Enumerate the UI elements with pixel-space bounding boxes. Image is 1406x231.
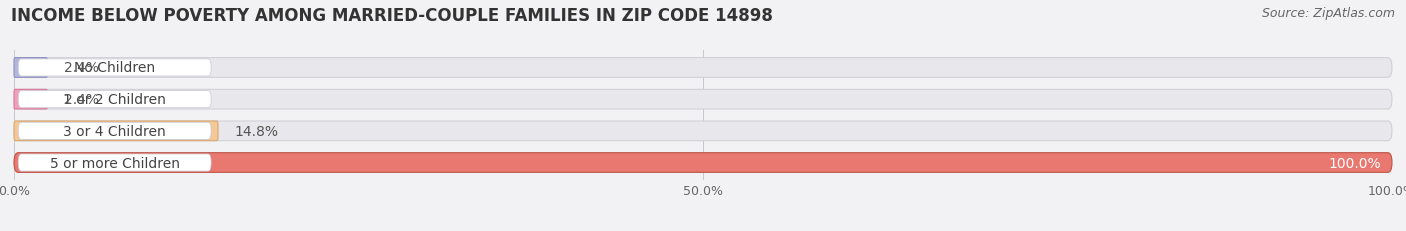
- FancyBboxPatch shape: [14, 122, 1392, 141]
- Text: 14.8%: 14.8%: [235, 124, 278, 138]
- FancyBboxPatch shape: [18, 154, 211, 171]
- Text: 5 or more Children: 5 or more Children: [49, 156, 180, 170]
- Text: No Children: No Children: [75, 61, 155, 75]
- FancyBboxPatch shape: [14, 153, 1392, 173]
- FancyBboxPatch shape: [18, 123, 211, 140]
- FancyBboxPatch shape: [14, 90, 48, 109]
- FancyBboxPatch shape: [14, 58, 1392, 78]
- Text: 100.0%: 100.0%: [1329, 156, 1381, 170]
- FancyBboxPatch shape: [14, 122, 218, 141]
- Text: Source: ZipAtlas.com: Source: ZipAtlas.com: [1261, 7, 1395, 20]
- FancyBboxPatch shape: [14, 153, 1392, 173]
- Text: 3 or 4 Children: 3 or 4 Children: [63, 124, 166, 138]
- FancyBboxPatch shape: [18, 60, 211, 77]
- Text: 2.4%: 2.4%: [63, 61, 98, 75]
- Text: 1 or 2 Children: 1 or 2 Children: [63, 93, 166, 107]
- Text: 2.4%: 2.4%: [63, 93, 98, 107]
- Text: INCOME BELOW POVERTY AMONG MARRIED-COUPLE FAMILIES IN ZIP CODE 14898: INCOME BELOW POVERTY AMONG MARRIED-COUPL…: [11, 7, 773, 25]
- FancyBboxPatch shape: [18, 91, 211, 108]
- FancyBboxPatch shape: [14, 90, 1392, 109]
- FancyBboxPatch shape: [14, 58, 48, 78]
